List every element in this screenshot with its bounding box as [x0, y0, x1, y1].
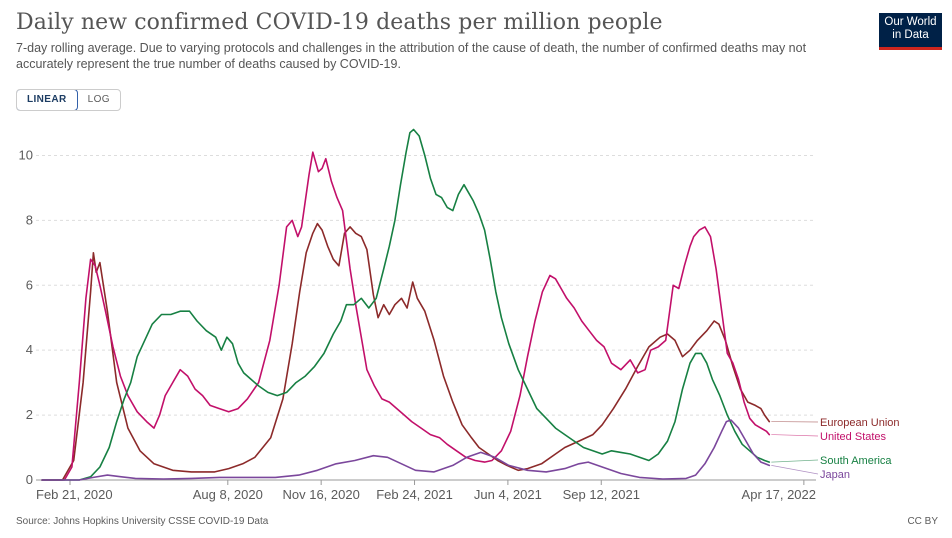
logo-line-1: Our World	[884, 16, 937, 28]
x-tick-label: Sep 12, 2021	[563, 487, 640, 502]
x-axis-ticks: Feb 21, 2020 Aug 8, 2020 Nov 16, 2020 Feb 2…	[36, 480, 816, 502]
x-tick-label: Feb 21, 2020	[36, 487, 113, 502]
series-lines	[41, 128, 771, 481]
y-axis-ticks: 0 2 4 6 8 10	[19, 147, 33, 487]
end-label-connector	[771, 434, 819, 437]
series-end-label-united-states[interactable]: United States	[820, 431, 887, 443]
series-end-label-japan[interactable]: Japan	[820, 469, 850, 481]
series-line-south-america[interactable]	[41, 128, 771, 481]
x-tick-label: Feb 24, 2021	[376, 487, 453, 502]
x-tick-label: Nov 16, 2020	[282, 487, 359, 502]
chart-subtitle: 7-day rolling average. Due to varying pr…	[16, 41, 807, 71]
logo-line-2: in Data	[892, 29, 929, 41]
y-tick-label: 4	[26, 342, 33, 357]
y-tick-label: 2	[26, 407, 33, 422]
y-tick-label: 10	[19, 147, 33, 162]
y-tick-label: 0	[26, 472, 33, 487]
series-line-european-union[interactable]	[41, 222, 771, 481]
log-scale-button[interactable]: LOG	[87, 94, 110, 105]
series-line-united-states[interactable]	[41, 151, 771, 481]
y-tick-label: 6	[26, 277, 33, 292]
chart-title: Daily new confirmed COVID-19 deaths per …	[16, 10, 663, 35]
linear-scale-button[interactable]: LINEAR	[16, 90, 78, 110]
grid-lines	[36, 154, 816, 481]
x-tick-label: Aug 8, 2020	[193, 487, 263, 502]
y-tick-label: 8	[26, 212, 33, 227]
scale-toggle: LINEAR LOG	[16, 89, 121, 111]
x-tick-label: Jun 4, 2021	[474, 487, 542, 502]
owid-logo[interactable]: Our World in Data	[879, 13, 942, 50]
end-label-connector	[771, 465, 819, 475]
license-link[interactable]: CC BY	[907, 516, 938, 527]
end-label-connector	[771, 459, 819, 463]
series-end-label-south-america[interactable]: South America	[820, 455, 892, 467]
source-note: Source: Johns Hopkins University CSSE CO…	[16, 516, 269, 527]
series-end-labels: European Union United States South America…	[771, 417, 900, 481]
x-tick-label: Apr 17, 2022	[742, 487, 816, 502]
series-end-label-european-union[interactable]: European Union	[820, 417, 900, 429]
series-line-japan[interactable]	[41, 419, 771, 481]
